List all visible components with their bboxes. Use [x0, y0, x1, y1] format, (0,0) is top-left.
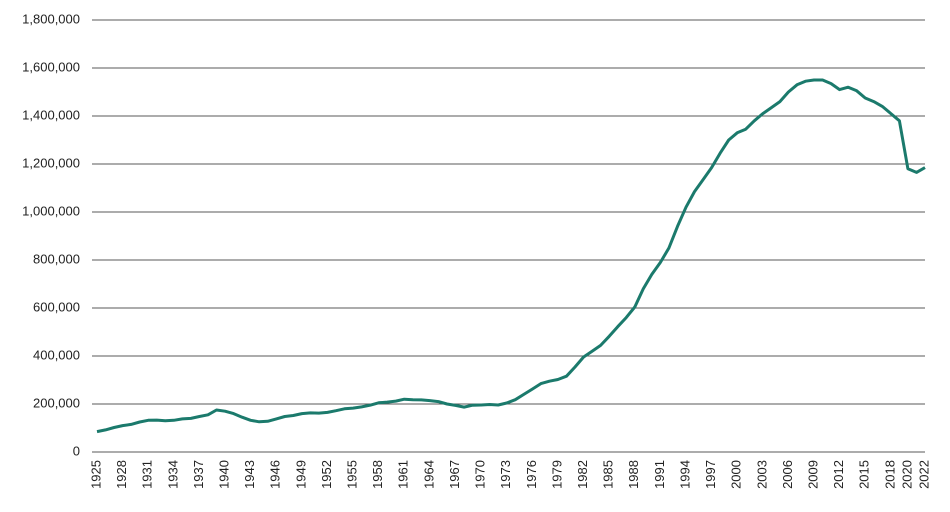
y-tick-label: 400,000 [33, 347, 80, 362]
x-tick-label: 2018 [882, 460, 897, 489]
x-tick-label: 2000 [729, 460, 744, 489]
x-tick-label: 2012 [831, 460, 846, 489]
x-tick-label: 1958 [370, 460, 385, 489]
y-tick-label: 600,000 [33, 299, 80, 314]
x-tick-label: 1982 [575, 460, 590, 489]
x-tick-label: 1940 [216, 460, 231, 489]
y-tick-label: 1,200,000 [22, 155, 80, 170]
x-tick-label: 1937 [191, 460, 206, 489]
x-tick-label: 1928 [114, 460, 129, 489]
data-line [96, 78, 926, 434]
x-tick-label: 2009 [805, 460, 820, 489]
y-tick-label: 0 [73, 443, 80, 458]
x-tick-label: 1973 [498, 460, 513, 489]
x-tick-label: 1949 [293, 460, 308, 489]
x-tick-label: 1970 [473, 460, 488, 489]
y-tick-label: 1,400,000 [22, 107, 80, 122]
y-tick-label: 200,000 [33, 395, 80, 410]
x-tick-label: 2022 [916, 460, 931, 489]
y-tick-label: 800,000 [33, 251, 80, 266]
x-tick-label: 1991 [652, 460, 667, 489]
x-tick-label: 1988 [626, 460, 641, 489]
y-tick-label: 1,000,000 [22, 203, 80, 218]
y-tick-label: 1,600,000 [22, 59, 80, 74]
x-tick-label: 1967 [447, 460, 462, 489]
x-tick-label: 1946 [268, 460, 283, 489]
x-tick-label: 1976 [524, 460, 539, 489]
x-tick-label: 1961 [396, 460, 411, 489]
x-tick-label: 1994 [677, 460, 692, 489]
x-tick-label: 1979 [549, 460, 564, 489]
x-tick-label: 1943 [242, 460, 257, 489]
x-tick-label: 2015 [857, 460, 872, 489]
x-tick-label: 1925 [88, 460, 103, 489]
y-tick-label: 1,800,000 [22, 11, 80, 26]
x-tick-label: 1964 [421, 460, 436, 489]
x-tick-label: 1952 [319, 460, 334, 489]
x-tick-label: 2020 [899, 460, 914, 489]
x-tick-label: 1985 [601, 460, 616, 489]
x-tick-label: 2003 [754, 460, 769, 489]
x-tick-label: 2006 [780, 460, 795, 489]
x-tick-label: 1955 [345, 460, 360, 489]
x-tick-label: 1997 [703, 460, 718, 489]
x-tick-label: 1931 [140, 460, 155, 489]
x-tick-label: 1934 [165, 460, 180, 489]
